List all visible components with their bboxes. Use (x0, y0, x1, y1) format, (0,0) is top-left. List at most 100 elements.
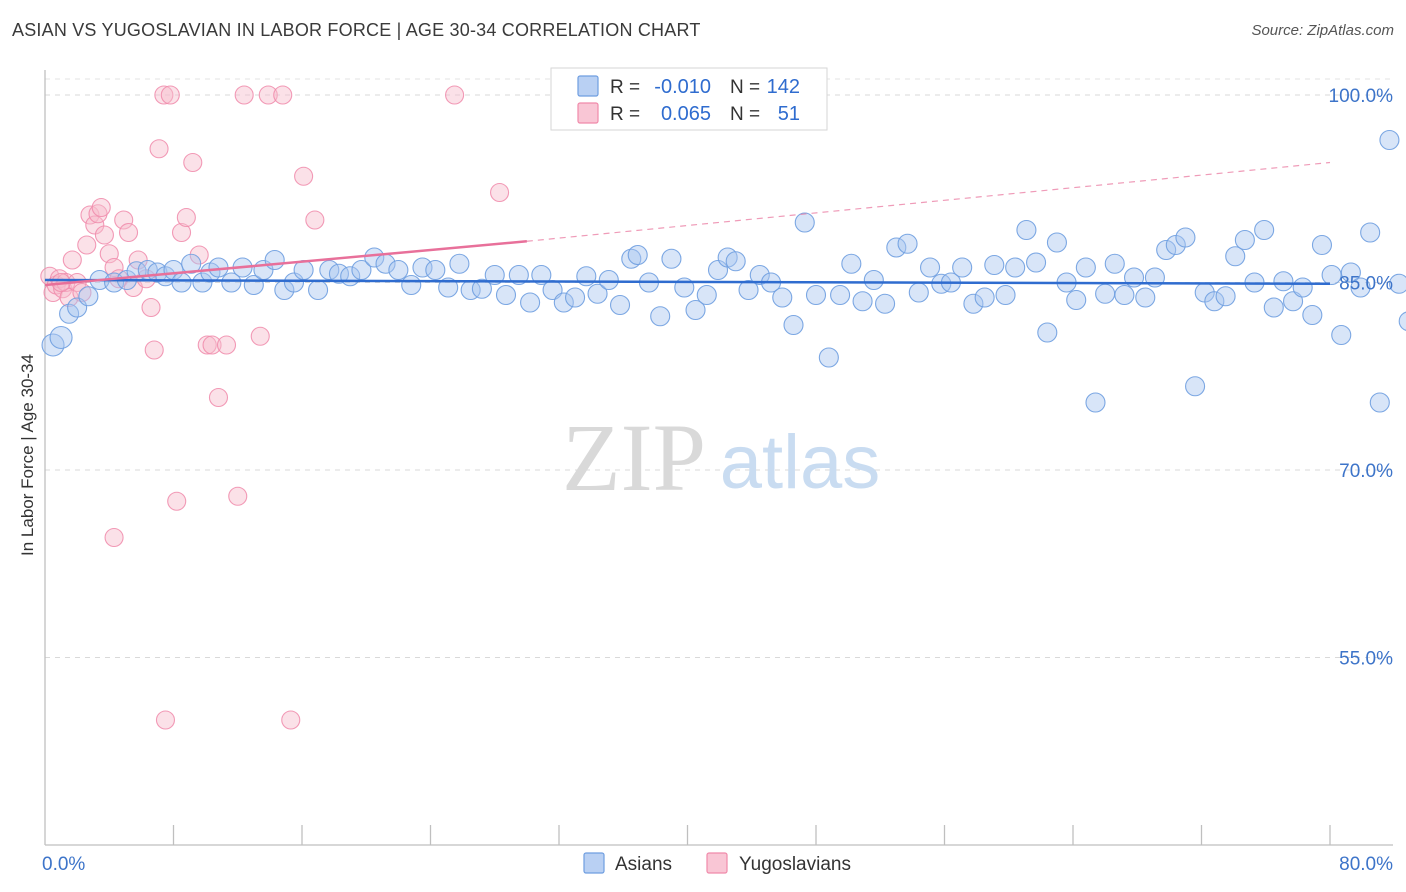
data-point-asian (749, 264, 770, 286)
data-point-asian (1046, 232, 1067, 253)
data-point-yugoslavian (294, 166, 314, 186)
data-point-asian (181, 253, 202, 274)
data-point-asian (1104, 253, 1125, 274)
data-point-asian (221, 272, 242, 293)
trend-line-yugoslavians (44, 240, 527, 287)
legend-n-value: 51 (778, 103, 800, 125)
legend-n-label: N = (730, 104, 760, 125)
data-point-asian (805, 284, 827, 306)
data-point-asian (412, 257, 433, 278)
data-point-asian (438, 277, 459, 298)
legend-r-label: R = (610, 104, 640, 125)
data-point-asian (1398, 311, 1406, 331)
yugoslavian-points (40, 85, 510, 730)
data-point-asian (598, 269, 619, 291)
y-tick-label: 100.0% (1329, 86, 1394, 107)
data-point-asian (1016, 219, 1037, 241)
data-point-yugoslavian (94, 225, 114, 245)
data-point-asian (794, 212, 815, 233)
source-label: Source: ZipAtlas.com (1251, 22, 1394, 39)
data-point-asian (908, 282, 929, 303)
data-point-asian (264, 249, 285, 271)
watermark: ZIP atlas (562, 404, 880, 511)
data-point-asian (772, 287, 793, 308)
data-point-asian (995, 284, 1016, 306)
watermark-zip: ZIP (562, 404, 706, 511)
data-point-asian (627, 244, 648, 266)
legend-swatch-yugoslavians (577, 102, 599, 124)
data-point-asian (1311, 234, 1333, 256)
data-point-yugoslavian (160, 85, 180, 105)
tick-labels: 55.0% 70.0% 85.0% 100.0% 0.0% 80.0% (42, 86, 1393, 875)
data-point-asian (1005, 257, 1026, 278)
data-point-asian (738, 279, 759, 301)
data-point-yugoslavian (144, 340, 164, 360)
y-axis-label: In Labor Force | Age 30-34 (18, 354, 37, 556)
legend-top: R = -0.010 N = 142 R = 0.065 N = 51 (550, 67, 828, 131)
data-point-asian (1331, 324, 1352, 346)
data-point-yugoslavian (234, 85, 254, 105)
data-point-asian (576, 266, 597, 287)
data-point-yugoslavian (167, 491, 187, 511)
data-point-asian (49, 325, 73, 350)
data-point-asian (1175, 227, 1196, 248)
data-point-asian (974, 287, 995, 308)
data-point-yugoslavian (154, 85, 174, 105)
data-point-asian (1254, 219, 1275, 241)
data-point-yugoslavian (62, 250, 82, 270)
data-point-yugoslavian (197, 335, 217, 355)
data-point-yugoslavian (183, 152, 203, 173)
data-point-asian (621, 248, 642, 269)
data-point-asian (1302, 304, 1323, 326)
grid-lines (45, 78, 1390, 658)
data-point-asian (1350, 277, 1371, 298)
y-tick-label: 70.0% (1339, 461, 1393, 482)
data-point-asian (1283, 291, 1304, 312)
trend-lines (44, 161, 1331, 287)
data-point-asian (875, 293, 896, 314)
data-point-yugoslavian (118, 222, 139, 243)
legend-r-label: R = (610, 77, 640, 98)
data-point-asian (609, 294, 631, 316)
data-point-yugoslavian (114, 210, 134, 230)
data-point-asian (471, 278, 492, 299)
data-point-asian (1379, 129, 1400, 151)
data-point-asian (1321, 264, 1342, 286)
data-point-asian (1066, 289, 1087, 311)
data-point-yugoslavian (77, 235, 97, 255)
data-point-asian (1360, 222, 1381, 243)
data-point-asian (565, 287, 586, 308)
data-point-asian (1340, 262, 1361, 283)
data-point-asian (59, 303, 80, 324)
data-point-yugoslavian (273, 85, 293, 105)
data-point-yugoslavian (104, 257, 124, 278)
x-tick-label: 80.0% (1339, 854, 1393, 875)
data-point-yugoslavian (445, 85, 465, 105)
watermark-atlas: atlas (720, 420, 881, 505)
data-point-asian (1273, 271, 1294, 292)
legend-bottom-swatch-yugoslavians (706, 852, 728, 874)
data-point-yugoslavian (80, 205, 100, 225)
data-point-asian (1225, 246, 1246, 267)
data-point-yugoslavian (72, 282, 92, 303)
data-point-asian (351, 259, 372, 281)
data-point-asian (508, 264, 529, 286)
data-point-yugoslavian (141, 297, 161, 318)
y-tick-label: 85.0% (1339, 274, 1393, 295)
legend-bottom-label-asians: Asians (615, 854, 672, 875)
data-point-asian (1075, 257, 1096, 278)
data-point-yugoslavian (281, 710, 301, 730)
legend-n-label: N = (730, 77, 760, 98)
data-point-asian (852, 291, 873, 312)
legend-bottom: Asians Yugoslavians (583, 852, 851, 875)
data-point-asian (1114, 284, 1135, 306)
legend-r-value: -0.010 (654, 76, 711, 98)
data-point-asian (863, 269, 884, 291)
data-point-asian (1292, 277, 1313, 298)
data-point-asian (520, 292, 541, 313)
data-point-asian (449, 253, 470, 274)
legend-n-value: 142 (767, 76, 800, 98)
data-point-asian (984, 254, 1005, 276)
data-point-asian (553, 292, 574, 313)
data-point-yugoslavian (104, 527, 124, 548)
